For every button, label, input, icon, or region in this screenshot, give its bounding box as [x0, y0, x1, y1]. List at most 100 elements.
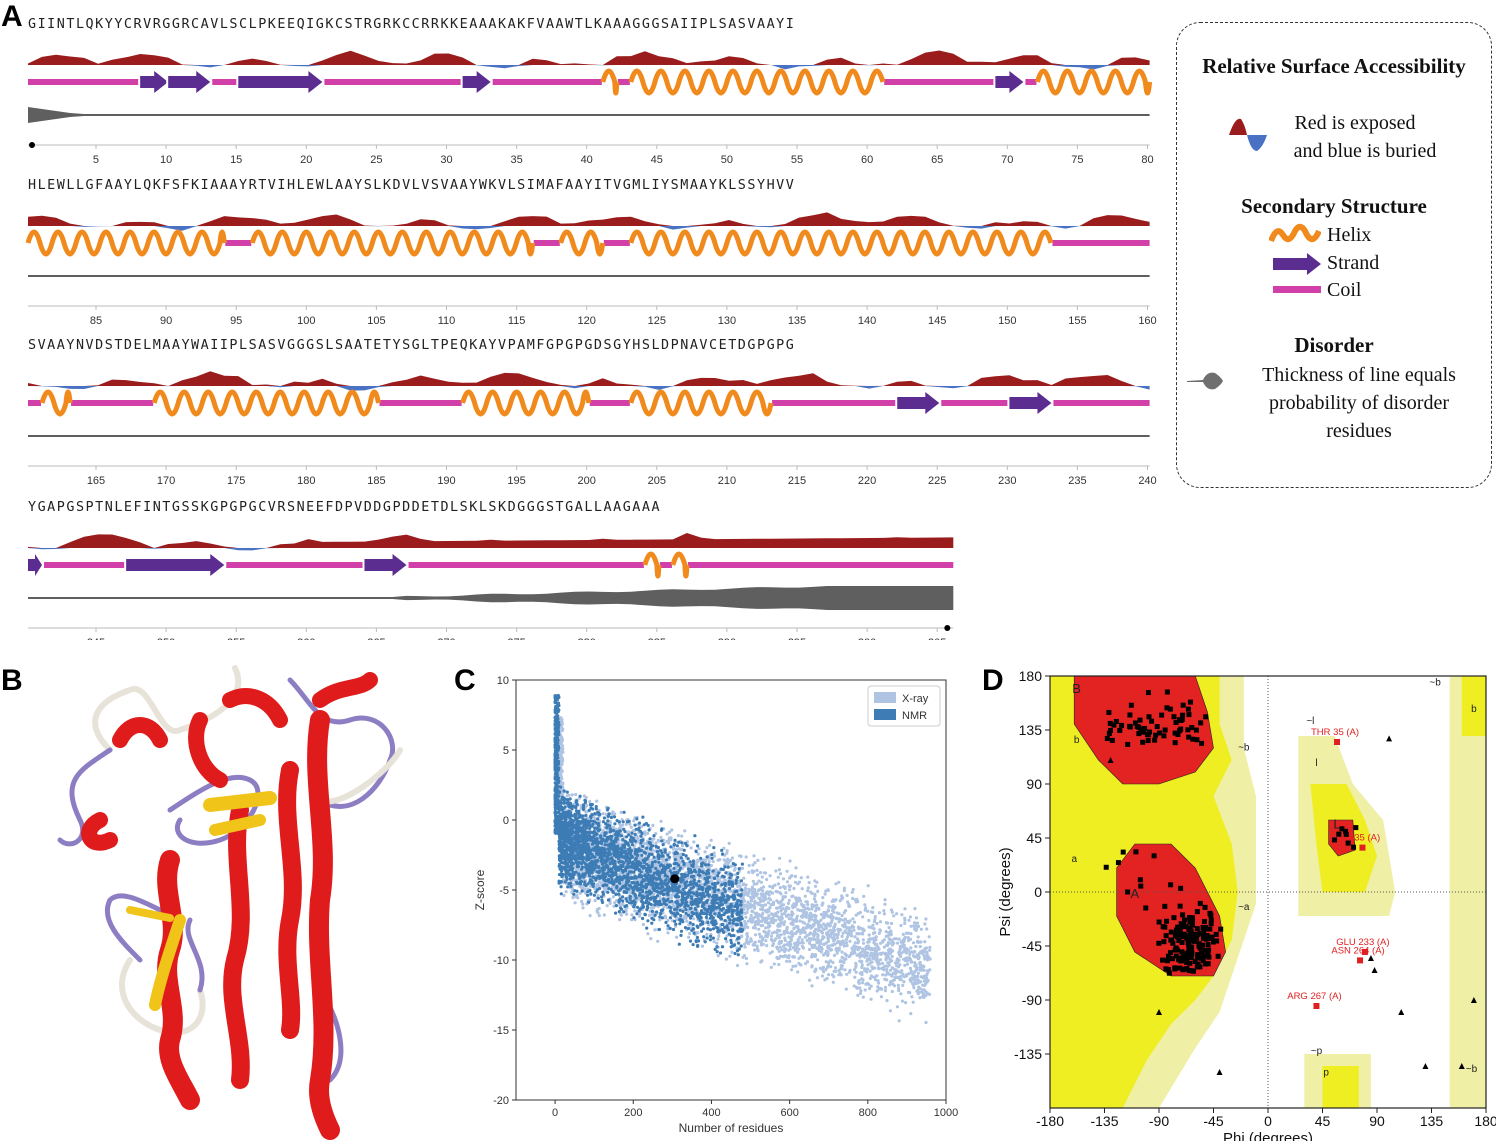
ruler-tick-label: 65: [931, 154, 943, 166]
region-label: p: [1323, 1068, 1329, 1079]
region-label: b: [1074, 735, 1080, 746]
phi-tick-label: 180: [1474, 1113, 1496, 1129]
strand-1-7: [995, 71, 1024, 93]
ruler-tick-label: 220: [858, 475, 876, 487]
panel-letter-a: A: [1, 0, 23, 33]
sequence-row-3: SVAAYNVDSTDELMAAYWAIIPLSASVGGGSLSAATETYS…: [28, 338, 796, 353]
ruler-tick-label: 170: [157, 475, 175, 487]
outlier-label: ASN 264 (A): [1331, 945, 1384, 956]
protein-3d-structure: [57, 665, 403, 1140]
phi-tick-label: -45: [1203, 1113, 1223, 1129]
region-label: l: [1315, 758, 1317, 769]
helix-1-6: [628, 68, 886, 96]
region-label: A: [1130, 886, 1139, 901]
ruler-tick-label: 40: [581, 154, 593, 166]
ruler-tick-label: 130: [718, 315, 736, 327]
helix-2-3: [558, 229, 606, 257]
x-tick-label: 600: [780, 1107, 798, 1119]
outlier-point: [1357, 957, 1364, 964]
ruler-tick-label: 120: [578, 315, 596, 327]
ruler-tick-label: 145: [928, 315, 946, 327]
ruler-tick-label: 205: [648, 475, 666, 487]
region-label: ~p: [1311, 1046, 1323, 1057]
outlier-label: THR 35 (A): [1311, 727, 1359, 738]
helix-3-3: [460, 389, 592, 417]
x-axis-label: Number of residues: [679, 1121, 784, 1135]
psi-tick-label: -90: [1022, 992, 1042, 1008]
ruler-tick-label: 60: [861, 154, 873, 166]
sequence-row-1: GIINTLQKYYCRVRGGRCAVLSCLPKEEQIGKCSTRGRKC…: [28, 17, 796, 32]
ruler-tick-label: 165: [87, 475, 105, 487]
ruler-tick-label: 280: [578, 637, 596, 640]
disorder-legend-text-1: Thickness of line equals: [1262, 364, 1456, 386]
ruler-tick-label: 155: [1068, 315, 1086, 327]
helix-2-1: [25, 229, 227, 257]
panel-letter-d: D: [982, 664, 1004, 697]
ruler-tick-label: 85: [90, 315, 102, 327]
disorder-legend-text-2: probability of disorder: [1269, 392, 1449, 414]
sequence-row-2: HLEWLLGFAAYLQKFSFKIAAAYRTVIHLEWLAAYSLKDV…: [28, 178, 796, 193]
phi-tick-label: -180: [1036, 1113, 1064, 1129]
strand-4-1: [28, 554, 43, 576]
outlier-point: [1313, 1003, 1320, 1009]
ruler-tick-label: 180: [297, 475, 315, 487]
psi-tick-label: -135: [1014, 1046, 1042, 1062]
region-label: ~b: [1466, 1064, 1478, 1075]
residue-points: [1103, 689, 1477, 1075]
ruler-tick-label: 240: [1138, 475, 1156, 487]
ruler-tick-label: 45: [651, 154, 663, 166]
strand-1-1: [140, 71, 169, 93]
region-label: ~b: [1238, 742, 1250, 753]
strand-4-2: [126, 554, 225, 576]
sequence-end-dot: [944, 625, 951, 631]
ruler-tick-label: 190: [437, 475, 455, 487]
disorder-track-row-1: [28, 107, 1150, 123]
phi-tick-label: 0: [1264, 1113, 1272, 1129]
ruler-tick-label: 230: [998, 475, 1016, 487]
ruler-tick-label: 260: [297, 637, 315, 640]
psi-tick-label: 45: [1026, 830, 1042, 846]
coil-track-row-1: [28, 79, 1150, 85]
ruler-tick-label: 140: [858, 315, 876, 327]
region-label: ~l: [1306, 716, 1314, 727]
ruler-tick-label: 105: [367, 315, 385, 327]
strand-1-2: [168, 71, 211, 93]
outlier-label: ~ 235 (A): [1341, 833, 1380, 844]
ruler-tick-label: 115: [508, 315, 526, 327]
ss-legend-title: Secondary Structure: [1241, 194, 1427, 218]
ruler-tick-label: 90: [160, 315, 172, 327]
disorder-track-row-4: [28, 586, 954, 610]
disorder-legend-title: Disorder: [1294, 333, 1374, 357]
psi-tick-label: -45: [1022, 938, 1042, 954]
y-tick-label: 0: [503, 815, 509, 827]
ruler-tick-label: 95: [230, 315, 242, 327]
ruler-tick-label: 250: [157, 637, 175, 640]
ruler-tick-label: 265: [367, 637, 385, 640]
ruler-tick-label: 305: [928, 637, 946, 640]
ruler-tick-label: 270: [437, 637, 455, 640]
ruler-tick-label: 195: [507, 475, 525, 487]
strand-4-3: [364, 554, 407, 576]
buried-profile-row-1: [28, 65, 1150, 70]
region-label: ~b: [1429, 678, 1441, 689]
x-tick-label: 0: [552, 1107, 558, 1119]
ruler-tick-label: 225: [928, 475, 946, 487]
ruler-tick-label: 110: [438, 315, 456, 327]
helix-icon: [1269, 223, 1321, 243]
ruler-tick-label: 50: [721, 154, 733, 166]
ruler-tick-label: 200: [578, 475, 596, 487]
sequence-feature-tracks: 5 10 15 20 25 30 35 40 45 50 55 60 65 70 75 80 85 90 95 100…: [25, 50, 1157, 640]
ruler-tick-label: 80: [1141, 154, 1153, 166]
x-tick-label: 800: [859, 1107, 877, 1119]
coil-track-row-4: [28, 562, 954, 568]
panel-letter-c: C: [454, 664, 476, 697]
x-tick-label: 400: [702, 1107, 720, 1119]
panel-letter-b: B: [1, 664, 23, 697]
ruler-tick-label: 300: [858, 637, 876, 640]
helix-3-4: [628, 389, 774, 417]
sequence-row-4: YGAPGSPTNLEFINTGSSKGPGPGCVRSNEEFDPVDDGPD…: [28, 500, 662, 515]
psi-tick-label: 90: [1026, 776, 1042, 792]
phi-tick-label: 90: [1369, 1113, 1385, 1129]
helix-3-1: [39, 389, 73, 417]
helix-4-5: [670, 551, 690, 579]
